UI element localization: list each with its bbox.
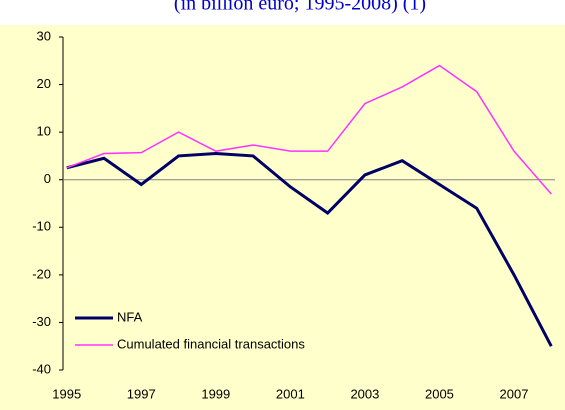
y-tick-label: -40 [32, 361, 51, 376]
legend-label: NFA [117, 309, 143, 324]
y-tick-label: -20 [32, 266, 51, 281]
x-tick-label: 2001 [276, 386, 305, 401]
x-tick-label: 1995 [52, 386, 81, 401]
y-tick-label: -30 [32, 314, 51, 329]
subtitle: (in billion euro; 1995-2008) (1) [174, 0, 426, 15]
y-tick-label: 10 [37, 124, 51, 139]
y-tick-label: 0 [44, 171, 51, 186]
y-tick-label: -10 [32, 219, 51, 234]
x-tick-label: 2007 [500, 386, 529, 401]
x-tick-label: 1997 [127, 386, 156, 401]
x-tick-label: 2005 [425, 386, 454, 401]
y-tick-label: 20 [37, 76, 51, 91]
background [0, 25, 565, 410]
x-tick-label: 2003 [350, 386, 379, 401]
y-tick-label: 30 [37, 28, 51, 43]
legend-label: Cumulated financial transactions [117, 336, 305, 351]
x-tick-label: 1999 [201, 386, 230, 401]
series-line [66, 64, 552, 195]
series-line [66, 152, 553, 347]
